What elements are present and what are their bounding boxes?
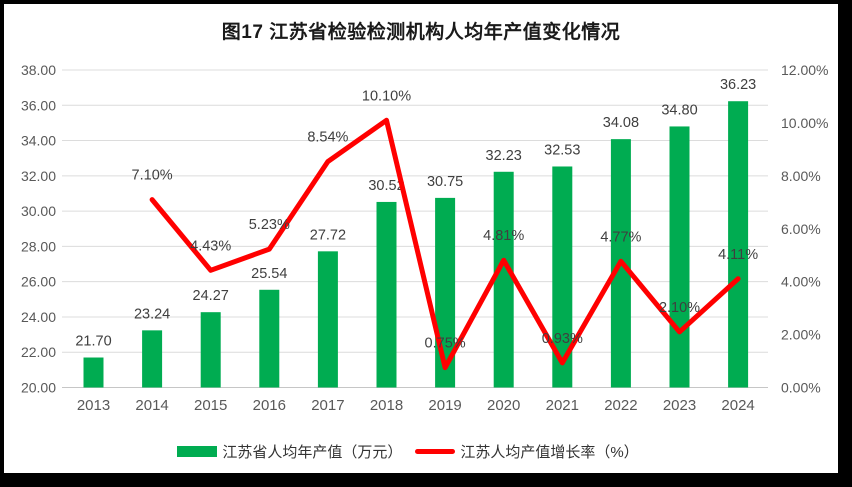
legend-item-line-series: 江苏人均产值增长率（%） — [415, 441, 639, 462]
chart-title: 图17 江苏省检验检测机构人均年产值变化情况 — [221, 22, 621, 43]
bar-series-swatch — [177, 446, 218, 457]
legend-item-bar-series: 江苏省人均年产值（万元） — [177, 441, 402, 462]
legend-label-bar-series: 江苏省人均年产值（万元） — [222, 444, 403, 461]
legend-label-line-series: 江苏人均产值增长率（%） — [460, 444, 639, 461]
legend: 江苏省人均年产值（万元） 江苏人均产值增长率（%） — [4, 441, 838, 462]
line-series-swatch — [415, 449, 456, 454]
chart-canvas — [4, 4, 838, 473]
